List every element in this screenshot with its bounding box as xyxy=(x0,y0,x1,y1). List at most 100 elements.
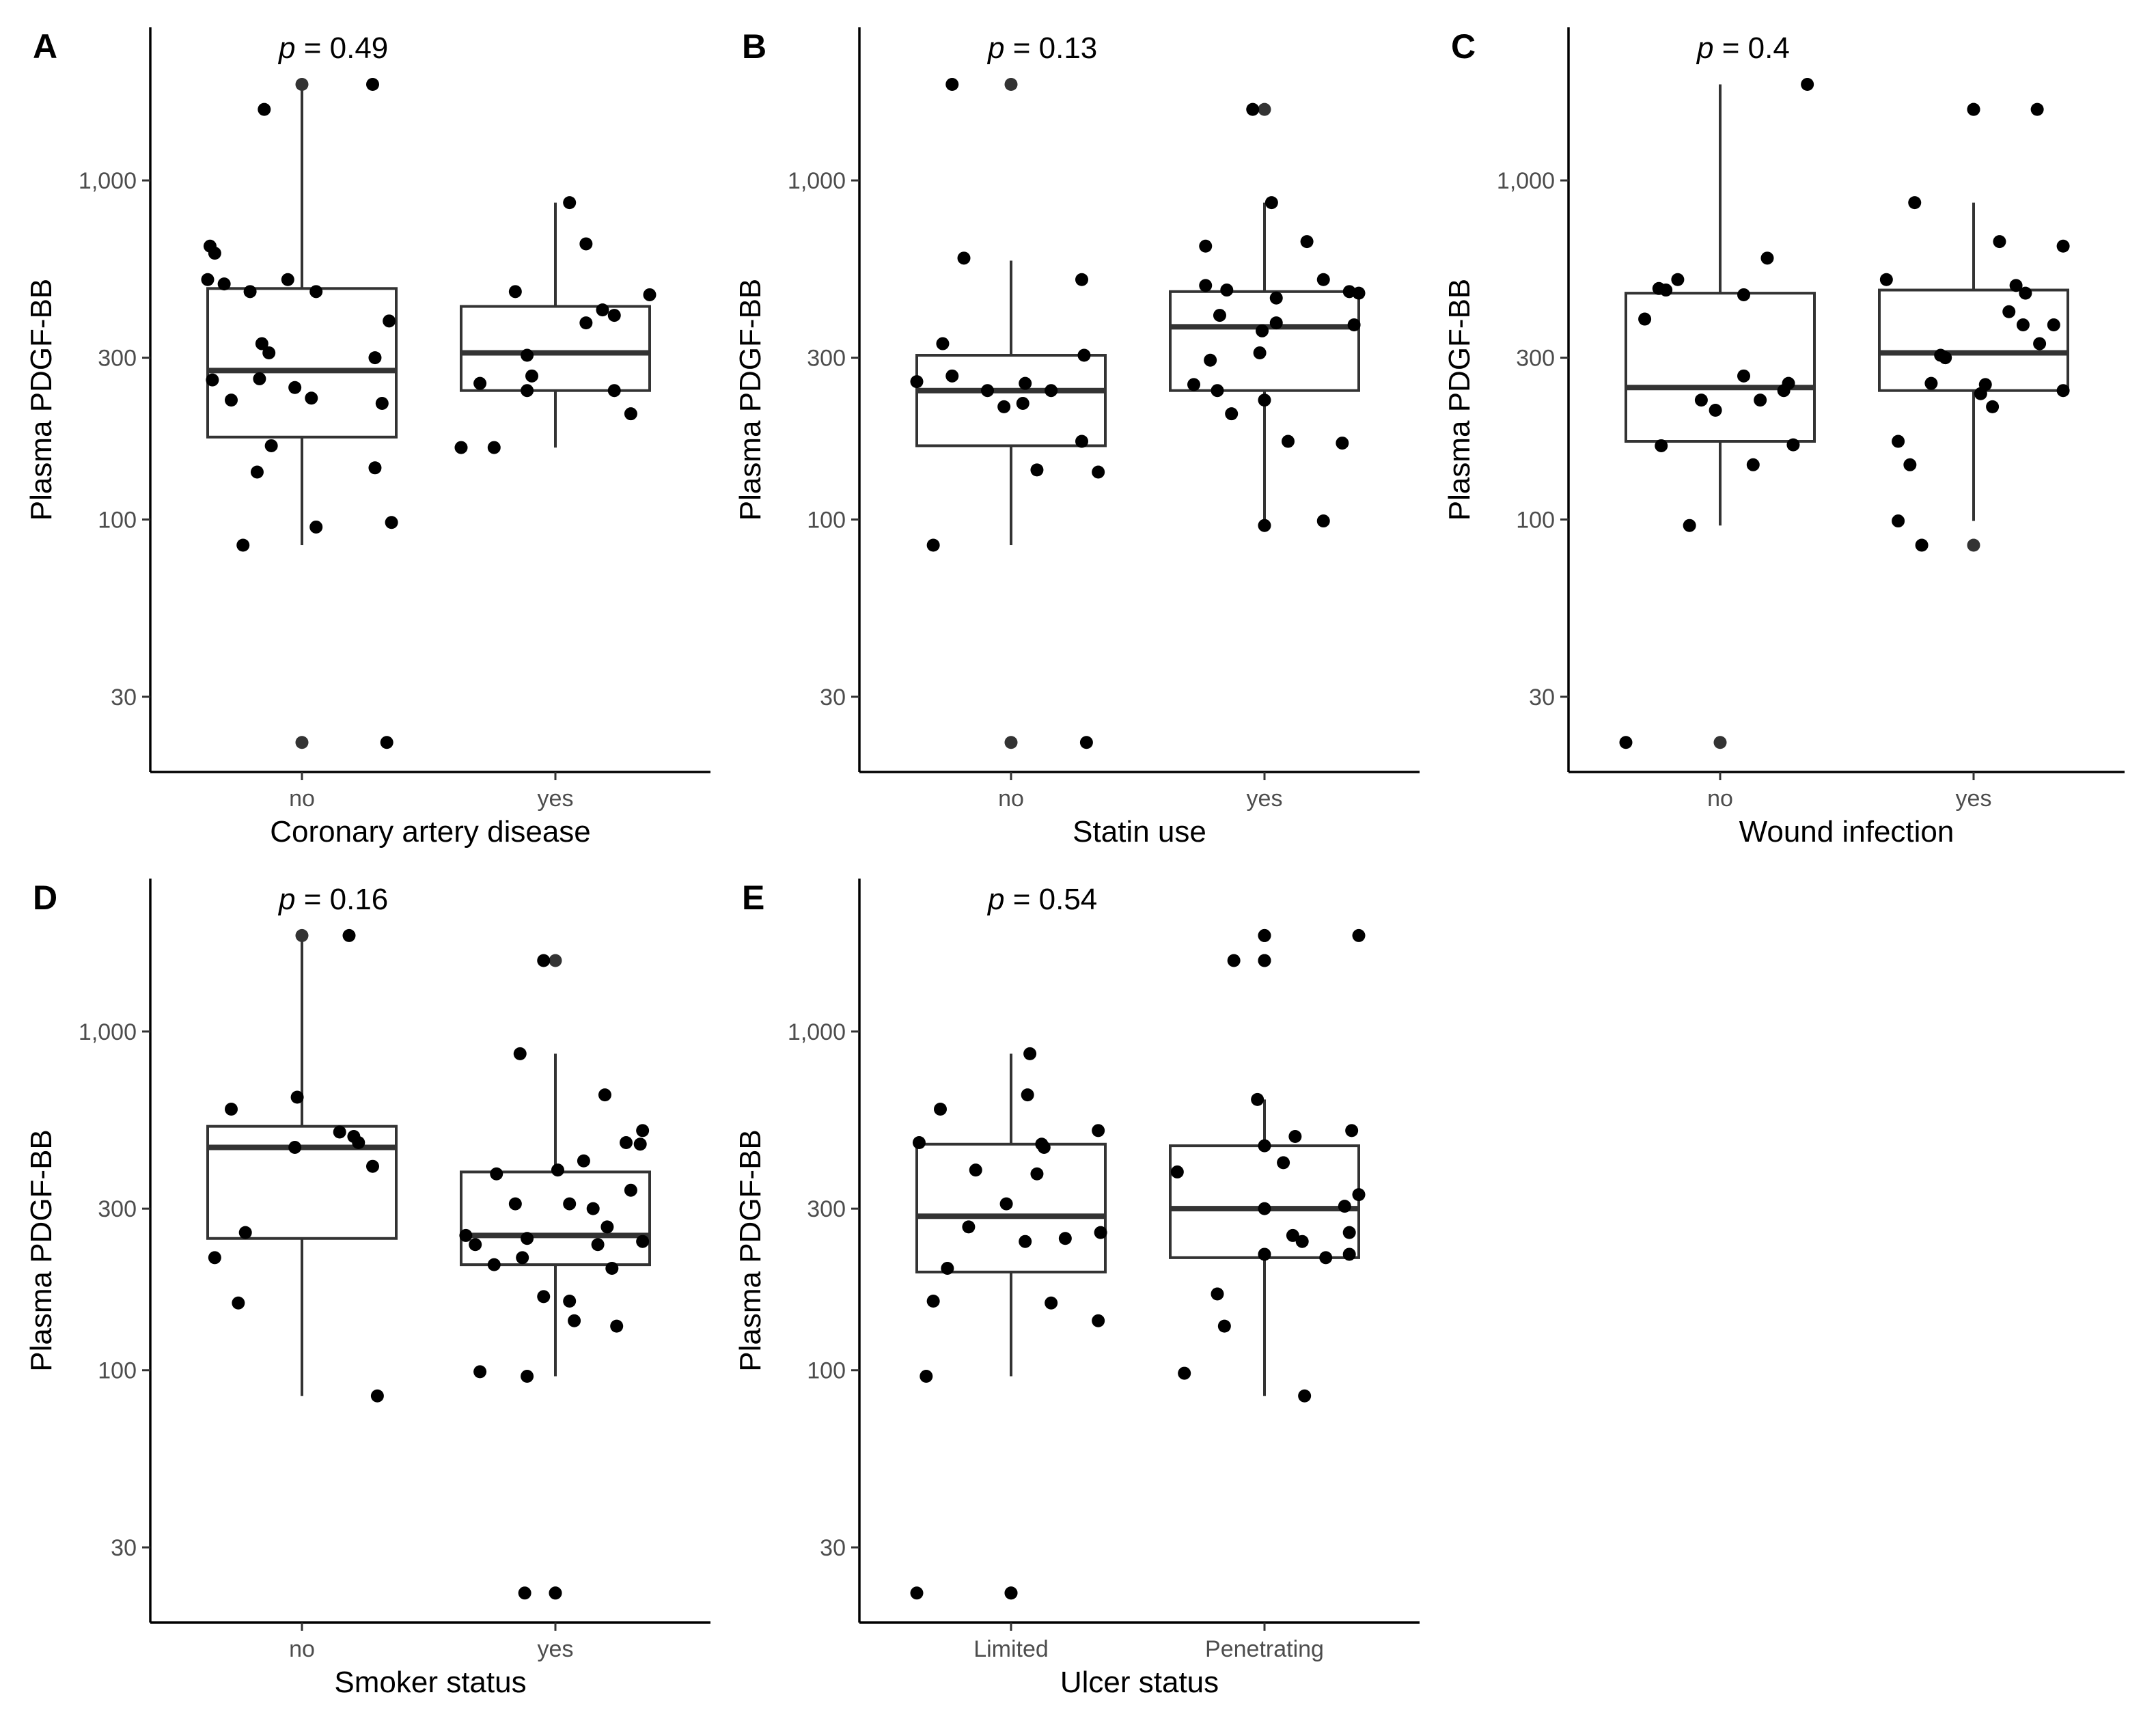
y-tick-label: 100 xyxy=(98,1358,137,1384)
data-point xyxy=(1199,239,1213,253)
p-value-label: p = 0.4 xyxy=(1696,31,1790,65)
data-point xyxy=(370,1389,384,1403)
data-point xyxy=(333,1125,346,1139)
data-point xyxy=(490,1167,503,1181)
data-point xyxy=(1204,353,1217,367)
outlier-point xyxy=(549,954,562,967)
data-point xyxy=(250,465,264,479)
data-point xyxy=(1269,291,1283,305)
x-tick-label: no xyxy=(289,786,315,812)
y-tick-label: 1,000 xyxy=(79,168,137,194)
data-point xyxy=(997,400,1011,413)
data-point xyxy=(1079,736,1093,749)
data-point xyxy=(926,538,940,552)
data-point xyxy=(1227,954,1241,967)
panel-letter: E xyxy=(742,879,764,917)
data-point xyxy=(459,1228,473,1242)
data-point xyxy=(1264,196,1278,210)
data-point xyxy=(1178,1366,1191,1380)
data-point xyxy=(636,1235,650,1248)
data-point xyxy=(1924,376,1938,390)
data-point xyxy=(1170,1165,1184,1178)
data-point xyxy=(1754,394,1767,407)
x-axis-title: Ulcer status xyxy=(1060,1666,1219,1699)
panel-letter: B xyxy=(742,27,766,66)
data-point xyxy=(264,439,278,452)
data-point xyxy=(225,394,238,407)
data-point xyxy=(537,1290,551,1304)
data-point xyxy=(1019,376,1032,390)
p-symbol: p xyxy=(277,31,295,65)
data-point xyxy=(910,1586,924,1600)
data-point xyxy=(1986,400,2000,413)
y-axis-title: Plasma PDGF-BB xyxy=(1443,279,1476,521)
data-point xyxy=(352,1135,365,1149)
data-point xyxy=(563,1295,577,1308)
panel-letter: C xyxy=(1451,27,1476,66)
y-tick-label: 30 xyxy=(820,685,846,711)
data-point xyxy=(1316,514,1330,528)
data-point xyxy=(577,1154,590,1168)
data-point xyxy=(962,1220,976,1234)
data-point xyxy=(1737,288,1750,301)
panel-letter: A xyxy=(33,27,57,66)
data-point xyxy=(1256,324,1269,337)
data-point xyxy=(1908,196,1922,210)
data-point xyxy=(1282,435,1295,448)
data-point xyxy=(2056,384,2070,398)
data-point xyxy=(2047,318,2060,331)
data-point xyxy=(1213,309,1226,322)
p-value: = 0.54 xyxy=(1004,883,1097,916)
y-tick-label: 30 xyxy=(1529,685,1555,711)
box-0 xyxy=(1625,292,1816,443)
data-point xyxy=(1336,437,1349,450)
data-point xyxy=(610,1319,624,1333)
p-value-label: p = 0.49 xyxy=(277,31,388,65)
outlier-point xyxy=(295,77,309,91)
data-point xyxy=(1993,235,2006,249)
data-point xyxy=(607,384,621,398)
data-point xyxy=(1300,235,1314,249)
data-point xyxy=(1319,1251,1333,1265)
data-point xyxy=(1352,1188,1366,1202)
y-tick-label: 300 xyxy=(807,346,846,372)
x-axis-title: Coronary artery disease xyxy=(270,815,591,849)
data-point xyxy=(342,928,356,942)
x-tick-label: yes xyxy=(538,786,574,812)
data-point xyxy=(201,273,215,286)
data-point xyxy=(1269,316,1283,330)
outlier-point xyxy=(1967,538,1980,552)
data-point xyxy=(1619,736,1633,749)
data-point xyxy=(1782,376,1795,390)
data-point xyxy=(1253,346,1267,360)
data-point xyxy=(366,1159,379,1173)
x-tick-label: Penetrating xyxy=(1205,1636,1324,1662)
data-point xyxy=(598,1088,611,1102)
p-value-label: p = 0.54 xyxy=(986,883,1097,916)
data-point xyxy=(633,1137,647,1151)
data-point xyxy=(936,337,950,350)
data-point xyxy=(1892,514,1905,528)
data-point xyxy=(969,1163,982,1177)
data-point xyxy=(636,1124,650,1137)
x-axis-title: Statin use xyxy=(1073,815,1206,849)
outlier-point xyxy=(295,736,309,749)
data-point xyxy=(1075,273,1088,286)
data-point xyxy=(1258,519,1271,532)
y-tick-label: 300 xyxy=(98,346,137,372)
data-point xyxy=(1019,1235,1032,1248)
data-point xyxy=(305,391,318,405)
p-value: = 0.16 xyxy=(295,883,388,916)
y-tick-label: 100 xyxy=(807,1358,846,1384)
data-point xyxy=(1760,251,1774,265)
data-point xyxy=(1030,1167,1044,1181)
data-point xyxy=(643,288,657,301)
data-point xyxy=(605,1261,619,1275)
data-point xyxy=(934,1103,947,1116)
data-point xyxy=(1251,1092,1264,1106)
data-point xyxy=(591,1238,605,1252)
data-point xyxy=(508,1197,522,1211)
data-point xyxy=(945,77,959,91)
data-point xyxy=(1037,1140,1051,1154)
box-0 xyxy=(915,354,1107,447)
